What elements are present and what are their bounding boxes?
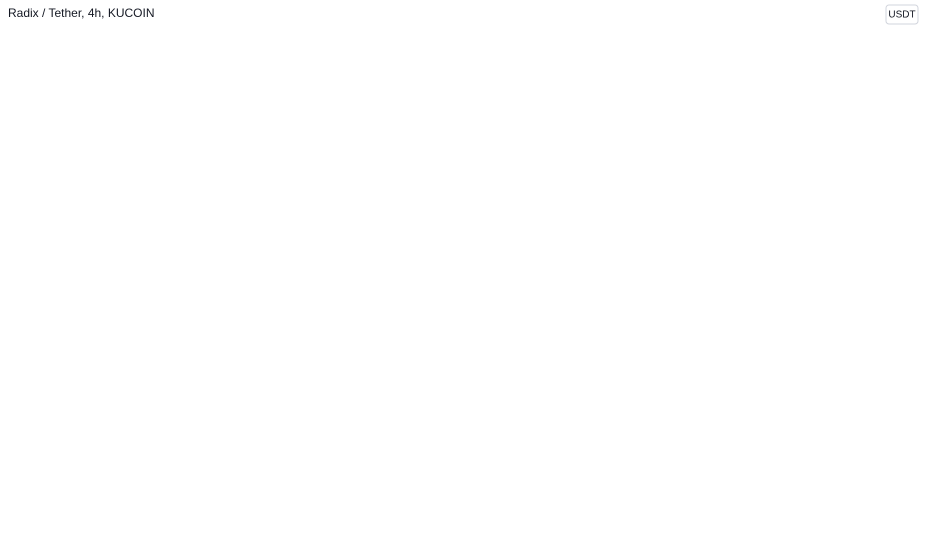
- currency-label[interactable]: USDT: [888, 10, 915, 21]
- chart-title: Radix / Tether, 4h, KUCOIN: [8, 6, 155, 20]
- currency-button[interactable]: [885, 4, 919, 25]
